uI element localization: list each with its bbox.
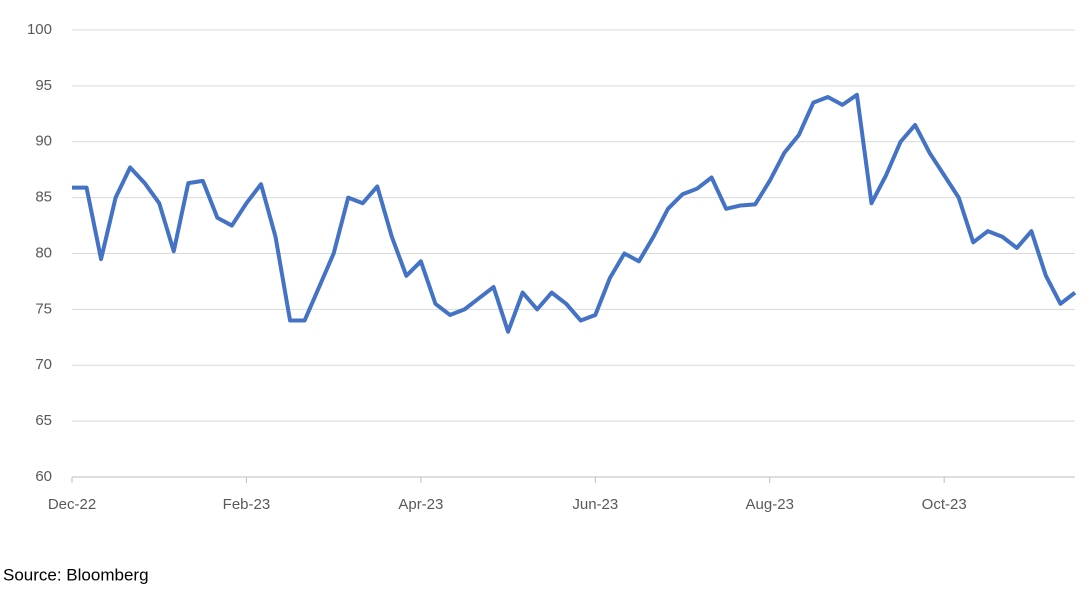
x-tick-label: Oct-23 (922, 496, 967, 513)
x-tick-label: Jun-23 (572, 496, 618, 513)
y-tick-label: 100 (27, 21, 52, 38)
y-tick-label: 80 (35, 244, 52, 261)
y-tick-label: 65 (35, 412, 52, 429)
y-tick-label: 85 (35, 189, 52, 206)
x-tick-label: Feb-23 (223, 496, 271, 513)
x-tick-label: Aug-23 (746, 496, 794, 513)
x-tick-label: Apr-23 (398, 496, 443, 513)
y-tick-label: 95 (35, 77, 52, 94)
y-tick-label: 75 (35, 300, 52, 317)
source-note: Source: Bloomberg (3, 565, 149, 584)
y-tick-label: 90 (35, 133, 52, 150)
y-tick-label: 70 (35, 356, 52, 373)
x-tick-label: Dec-22 (48, 496, 96, 513)
y-tick-label: 60 (35, 468, 52, 485)
line-series (72, 92, 1077, 334)
